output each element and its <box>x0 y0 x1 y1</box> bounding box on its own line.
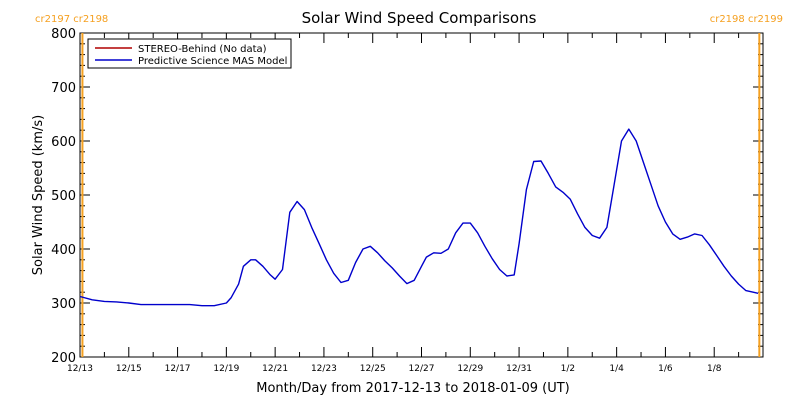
y-tick-label: 200 <box>51 351 76 366</box>
y-tick-label: 400 <box>51 243 76 258</box>
x-tick-label: 12/15 <box>116 364 142 374</box>
x-tick-label: 12/29 <box>457 364 483 374</box>
series-line-1 <box>79 128 759 307</box>
x-tick-label: 1/4 <box>609 364 624 374</box>
x-tick-label: 12/17 <box>165 364 191 374</box>
y-axis-label: Solar Wind Speed (km/s) <box>31 115 46 275</box>
y-tick-label: 700 <box>51 81 76 96</box>
y-tick-label: 800 <box>51 27 76 42</box>
legend-box <box>87 38 292 69</box>
legend: STEREO-Behind (No data) Predictive Scien… <box>87 38 292 69</box>
chart-title: Solar Wind Speed Comparisons <box>302 9 537 27</box>
y-tick-label: 500 <box>51 189 76 204</box>
x-tick-label: 12/13 <box>67 364 93 374</box>
y-tick-label: 600 <box>51 135 76 150</box>
x-tick-label: 1/8 <box>707 364 722 374</box>
y-tick-label: 300 <box>51 297 76 312</box>
carrington-markers: cr2197 cr2198 cr2198 cr2199 <box>35 14 783 357</box>
plot-border <box>79 32 764 358</box>
carrington-marker-label: cr2198 cr2199 <box>710 14 783 25</box>
x-tick-label: 12/25 <box>360 364 386 374</box>
x-tick-label: 1/6 <box>658 364 673 374</box>
x-tick-label: 12/27 <box>409 364 435 374</box>
carrington-marker-label: cr2197 cr2198 <box>35 14 108 25</box>
legend-label-mas: Predictive Science MAS Model <box>138 56 287 67</box>
y-axis: 200 300 400 500 600 700 800 <box>51 27 763 366</box>
series-lines <box>79 128 759 307</box>
x-tick-label: 1/2 <box>561 364 575 374</box>
x-tick-label: 12/19 <box>213 364 239 374</box>
x-tick-label: 12/21 <box>262 364 288 374</box>
x-tick-label: 12/31 <box>506 364 532 374</box>
x-tick-label: 12/23 <box>311 364 337 374</box>
plot-frame <box>79 32 764 358</box>
legend-label-stereo: STEREO-Behind (No data) <box>138 44 267 55</box>
x-axis: 12/13 12/15 12/17 12/19 12/21 12/23 12/25 12/27… <box>67 33 764 374</box>
x-axis-label: Month/Day from 2017-12-13 to 2018-01-09 … <box>256 381 569 396</box>
